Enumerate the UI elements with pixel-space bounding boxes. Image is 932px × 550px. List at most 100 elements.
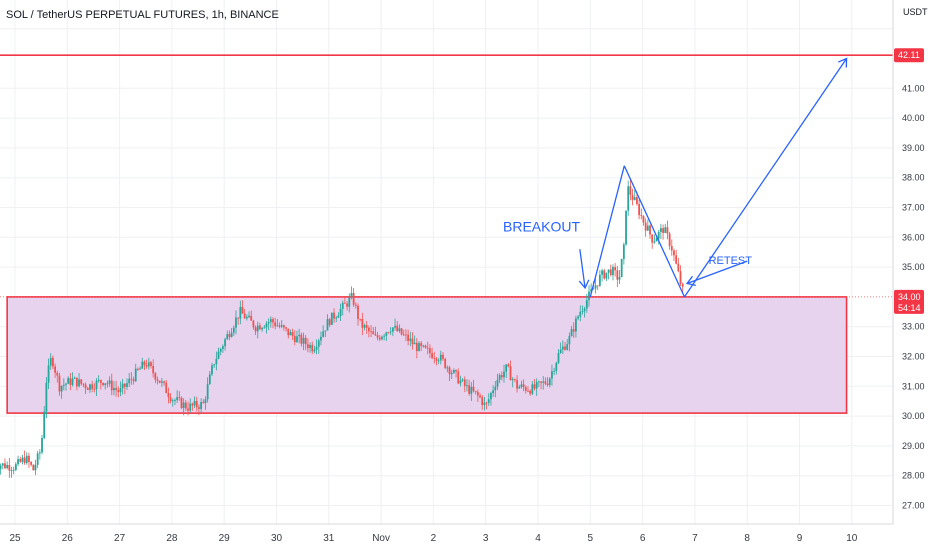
candle-body — [95, 380, 98, 390]
chart-title: SOL / TetherUS PERPETUAL FUTURES, 1h, BI… — [6, 9, 279, 21]
candle-body — [45, 382, 48, 412]
candle-body — [160, 381, 163, 383]
candle-body — [568, 336, 571, 345]
candle-body — [607, 269, 610, 273]
candle-body — [520, 384, 523, 387]
candle-body — [337, 315, 340, 318]
candle-body — [239, 307, 242, 319]
candle-body — [158, 380, 161, 383]
candle-body — [328, 319, 331, 325]
candle-body — [52, 357, 54, 367]
price-tick-label: 38.00 — [902, 173, 925, 183]
candle-body — [99, 380, 102, 383]
breakout-label: BREAKOUT — [503, 218, 580, 234]
candle-body — [376, 335, 379, 338]
time-tick-label: 27 — [114, 533, 126, 544]
price-axis[interactable]: 27.00 28.00 29.00 30.00 31.00 32.00 33.00 35.00… — [892, 0, 925, 524]
candle-body — [296, 336, 298, 343]
candle-body — [300, 334, 303, 344]
candle-body — [67, 378, 70, 384]
candle-body — [191, 403, 194, 406]
retest-arrow — [686, 260, 748, 285]
candle-body — [572, 329, 575, 332]
candle-body — [378, 337, 381, 340]
candle-body — [470, 386, 473, 394]
candle-body — [383, 335, 386, 337]
candle-body — [660, 228, 662, 232]
candle-body — [435, 358, 438, 361]
candle-body — [585, 300, 588, 309]
candle-body — [215, 358, 218, 365]
retest-label: RETEST — [709, 255, 753, 267]
candle-body — [6, 465, 9, 469]
candle-body — [41, 437, 43, 453]
candle-body — [315, 346, 318, 350]
pattern-line — [589, 165, 625, 298]
candle-body — [551, 371, 553, 379]
candle-body — [250, 315, 253, 321]
candle-body — [653, 241, 656, 243]
candle-body — [544, 381, 547, 384]
candle-body — [178, 397, 181, 398]
candle-body — [206, 384, 209, 400]
candle-body — [496, 379, 499, 387]
candle-body — [492, 390, 495, 394]
candle-body — [30, 462, 33, 465]
candle-body — [224, 339, 226, 347]
time-axis[interactable]: 25 26 27 28 29 30 31 Nov 2 3 4 5 6 7 8 9 10 — [0, 523, 893, 544]
time-tick-label: 31 — [323, 533, 335, 544]
candle-body — [10, 470, 13, 472]
candle-body — [644, 222, 647, 231]
candle-body — [200, 402, 203, 409]
candle-body — [394, 325, 396, 328]
candle-body — [256, 325, 259, 332]
candle-body — [34, 464, 37, 471]
candle-body — [352, 293, 355, 305]
candle-body — [629, 186, 632, 195]
time-tick-label: 3 — [483, 533, 489, 544]
candle-body — [154, 373, 157, 380]
candle-body — [293, 335, 296, 343]
candle-body — [675, 255, 678, 264]
candle-body — [65, 383, 67, 385]
time-tick-label: 6 — [640, 533, 646, 544]
price-tick-label: 36.00 — [902, 232, 925, 242]
candle-body — [357, 305, 359, 319]
candle-body — [590, 289, 593, 292]
candle-body — [389, 331, 392, 333]
candle-body — [577, 316, 579, 319]
price-tick-label: 35.00 — [902, 262, 925, 272]
candle-body — [23, 457, 26, 463]
candle-body — [237, 317, 240, 319]
pattern-line — [623, 165, 686, 298]
candle-body — [320, 336, 322, 341]
grid — [0, 0, 893, 524]
candle-body — [476, 391, 479, 396]
candle-body — [123, 383, 126, 387]
resistance-price-badge — [894, 48, 924, 63]
candle-body — [213, 364, 216, 366]
candle-body — [324, 330, 327, 332]
candle-body — [598, 274, 601, 286]
time-tick-label: 30 — [271, 533, 283, 544]
resistance-price-label: 42.11 — [898, 50, 920, 60]
candle-body — [259, 325, 261, 330]
retest-arrow-head — [685, 275, 696, 286]
candle-body — [402, 334, 405, 336]
candle-body — [322, 331, 325, 337]
candle-body — [601, 270, 603, 275]
candle-body — [566, 344, 569, 350]
candle-body — [468, 385, 471, 394]
candle-body — [291, 332, 294, 336]
candle-body — [285, 327, 287, 329]
candle-body — [444, 358, 447, 368]
candle-body — [283, 325, 285, 328]
candle-body — [84, 384, 87, 389]
price-tick-label: 37.00 — [902, 203, 925, 213]
candle-body — [516, 379, 518, 389]
current-price-label: 34.00 — [898, 292, 921, 302]
breakout-arrow — [579, 249, 586, 289]
candle-body — [278, 325, 281, 327]
price-tick-label: 32.00 — [902, 352, 925, 362]
